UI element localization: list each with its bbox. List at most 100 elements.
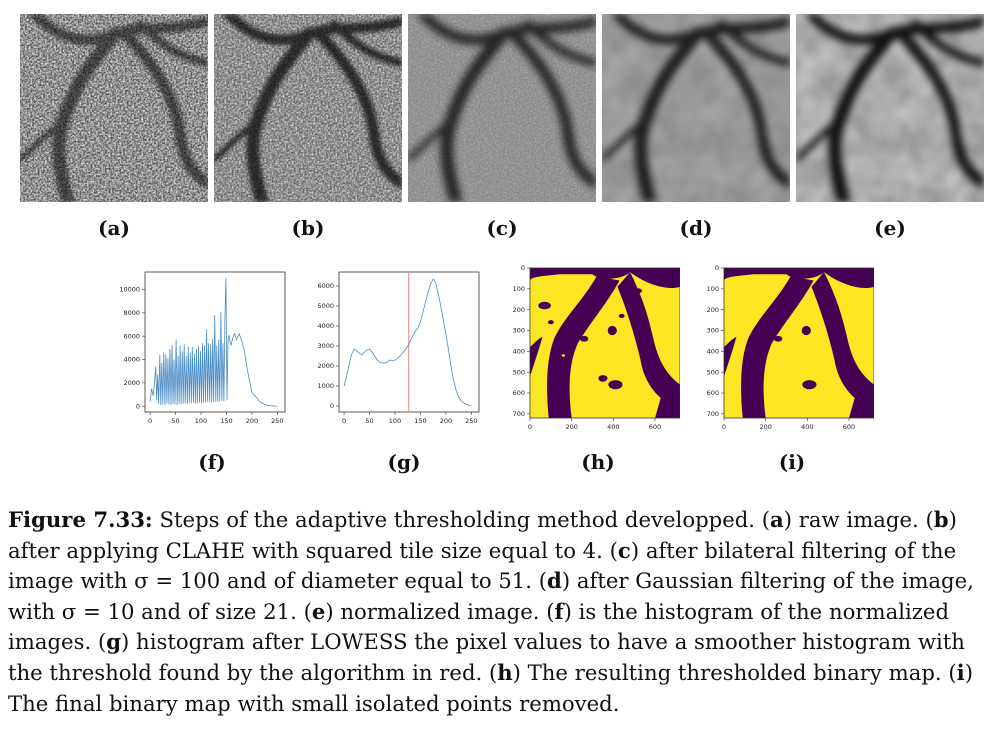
caption-key: i bbox=[956, 659, 965, 685]
binary-map-image bbox=[530, 268, 680, 418]
image-c-bilateral bbox=[408, 14, 596, 202]
label-a: (a) bbox=[98, 216, 130, 240]
chart-h-svg: 0 200 400 600 0 100 200 300 400 500 600 700 bbox=[513, 264, 681, 431]
y-tick-label: 300 bbox=[513, 327, 525, 335]
y-tick-label: 0 bbox=[136, 402, 140, 410]
y-tick-label: 6000 bbox=[317, 282, 334, 290]
chart-i-binary-map-final: 0 200 400 600 0 100 200 300 400 500 600 700 bbox=[694, 262, 875, 432]
figure-caption: Figure 7.33: Steps of the adaptive thres… bbox=[8, 505, 1000, 719]
label-b: (b) bbox=[291, 216, 325, 240]
caption-text: ) after Gaussian filtering of the image,… bbox=[8, 568, 974, 624]
x-tick-label: 150 bbox=[220, 417, 232, 425]
y-tick-label: 700 bbox=[513, 410, 525, 418]
blob bbox=[648, 369, 662, 380]
x-tick-label: 400 bbox=[801, 423, 813, 431]
y-tick-label: 400 bbox=[513, 348, 525, 356]
speck bbox=[663, 353, 668, 358]
y-tick-label: 500 bbox=[707, 368, 719, 376]
x-tick-label: 0 bbox=[342, 417, 346, 425]
y-tick-label: 500 bbox=[513, 368, 525, 376]
y-tick-label: 100 bbox=[513, 285, 525, 293]
image-b-clahe bbox=[214, 14, 402, 202]
caption-text: ) is the histogram of the normalized ima… bbox=[8, 598, 950, 655]
y-tick-label: 300 bbox=[707, 327, 719, 335]
caption-text: ) normalized image. ( bbox=[325, 598, 555, 624]
x-tick-label: 50 bbox=[171, 417, 179, 425]
label-c: (c) bbox=[486, 216, 518, 240]
x-tick-label: 0 bbox=[528, 423, 532, 431]
x-tick-label: 200 bbox=[246, 417, 258, 425]
image-a-raw bbox=[20, 14, 208, 202]
caption-lead: Figure 7.33: bbox=[8, 507, 153, 532]
image-e-normalized bbox=[796, 14, 984, 202]
label-i: (i) bbox=[778, 450, 806, 474]
y-tick-label: 600 bbox=[707, 389, 719, 397]
y-tick-label: 0 bbox=[330, 402, 334, 410]
y-tick-label: 5000 bbox=[317, 302, 334, 310]
y-tick-label: 700 bbox=[707, 410, 719, 418]
speck bbox=[561, 354, 565, 357]
y-tick-label: 600 bbox=[513, 389, 525, 397]
x-tick-label: 50 bbox=[365, 417, 373, 425]
x-tick-label: 100 bbox=[389, 417, 401, 425]
caption-key: e bbox=[311, 598, 326, 624]
y-tick-label: 200 bbox=[707, 306, 719, 314]
blob bbox=[607, 325, 617, 336]
y-tick-label: 6000 bbox=[123, 332, 140, 340]
plot-frame bbox=[144, 271, 286, 413]
caption-key: g bbox=[106, 629, 122, 655]
x-tick-label: 0 bbox=[148, 417, 152, 425]
label-f: (f) bbox=[198, 450, 226, 474]
blob bbox=[774, 335, 783, 342]
caption-text: ) The resulting thresholded binary map. … bbox=[512, 659, 957, 685]
speck bbox=[590, 395, 595, 399]
y-tick-label: 400 bbox=[707, 348, 719, 356]
y-tick-label: 2000 bbox=[123, 379, 140, 387]
blob bbox=[608, 380, 623, 390]
caption-key: f bbox=[554, 598, 564, 624]
binary-map-image bbox=[724, 268, 874, 418]
blob bbox=[598, 375, 608, 382]
x-tick-label: 200 bbox=[759, 423, 771, 431]
y-tick-label: 200 bbox=[513, 306, 525, 314]
blob bbox=[801, 325, 811, 336]
x-tick-label: 0 bbox=[722, 423, 726, 431]
label-e: (e) bbox=[874, 216, 906, 240]
y-tick-label: 0 bbox=[715, 264, 719, 272]
caption-text: ) raw image. ( bbox=[783, 507, 934, 532]
y-tick-label: 1000 bbox=[317, 382, 334, 390]
series-line bbox=[343, 278, 472, 406]
label-h: (h) bbox=[581, 450, 615, 474]
x-tick-label: 600 bbox=[843, 423, 855, 431]
blob bbox=[580, 335, 589, 342]
series-line bbox=[149, 277, 278, 407]
chart-f-histogram: 0 50 100 150 200 250 0 2000 4000 6000 8000 10000 bbox=[110, 264, 290, 434]
x-tick-label: 250 bbox=[271, 417, 283, 425]
chart-g-svg: 0 50 100 150 200 250 0 1000 2000 3000 4000 5000 6000 bbox=[317, 271, 480, 425]
chart-i-svg: 0 200 400 600 0 100 200 300 400 500 600 700 bbox=[707, 264, 875, 431]
x-tick-label: 200 bbox=[440, 417, 452, 425]
y-tick-label: 3000 bbox=[317, 342, 334, 350]
x-tick-label: 200 bbox=[565, 423, 577, 431]
x-tick-label: 100 bbox=[195, 417, 207, 425]
x-tick-label: 150 bbox=[414, 417, 426, 425]
caption-key: a bbox=[770, 507, 784, 532]
y-tick-label: 2000 bbox=[317, 362, 334, 370]
chart-h-binary-map: 0 200 400 600 0 100 200 300 400 500 600 700 bbox=[500, 262, 681, 432]
caption-key: h bbox=[497, 659, 513, 685]
y-tick-label: 8000 bbox=[123, 309, 140, 317]
blob bbox=[634, 288, 643, 294]
caption-text: ) after bilateral filtering of the image… bbox=[8, 537, 957, 594]
blob bbox=[538, 301, 551, 310]
caption-text: Steps of the adaptive thresholding metho… bbox=[152, 507, 771, 532]
speck bbox=[627, 412, 633, 416]
y-tick-label: 10000 bbox=[119, 286, 140, 294]
chart-f-svg: 0 50 100 150 200 250 0 2000 4000 6000 8000 10000 bbox=[119, 271, 286, 425]
caption-key: b bbox=[933, 507, 949, 532]
caption-key: d bbox=[547, 568, 562, 594]
caption-text: ) histogram after LOWESS the pixel value… bbox=[8, 629, 965, 685]
label-d: (d) bbox=[679, 216, 713, 240]
caption-text: ) The final binary map with small isolat… bbox=[8, 659, 973, 716]
blob bbox=[618, 313, 625, 318]
y-tick-label: 0 bbox=[521, 264, 525, 272]
